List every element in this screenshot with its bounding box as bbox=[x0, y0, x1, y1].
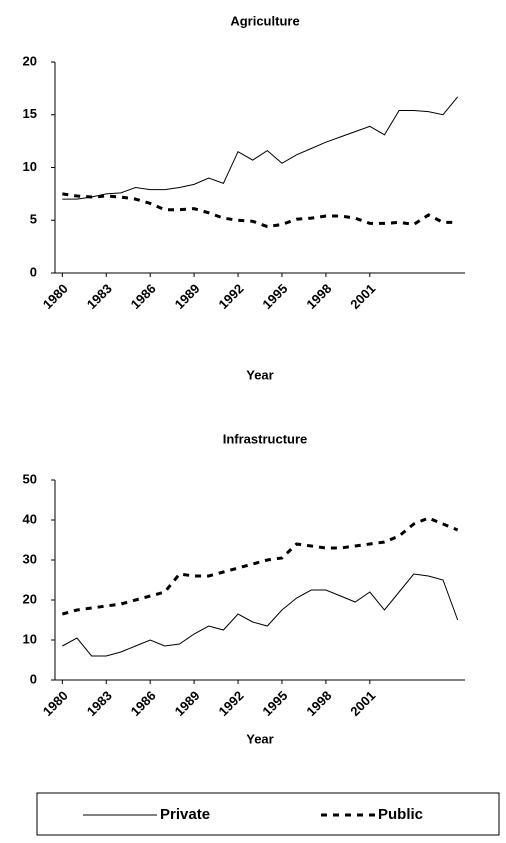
y-tick-label: 40 bbox=[23, 511, 37, 526]
y-tick-label: 0 bbox=[30, 264, 37, 279]
y-tick-label: 30 bbox=[23, 551, 37, 566]
legend-label: Public bbox=[378, 806, 423, 823]
y-tick-label: 5 bbox=[30, 212, 37, 227]
y-tick-label: 20 bbox=[23, 53, 37, 68]
x-axis-label: Year bbox=[246, 731, 273, 746]
y-tick-label: 15 bbox=[23, 106, 37, 121]
x-tick-label: 1986 bbox=[128, 281, 159, 312]
x-tick-label: 1992 bbox=[216, 688, 247, 719]
series-line bbox=[62, 192, 458, 229]
x-tick-label: 1995 bbox=[259, 688, 290, 719]
y-tick-label: 0 bbox=[30, 671, 37, 686]
series-line bbox=[61, 516, 459, 616]
y-tick-label: 50 bbox=[23, 471, 37, 486]
chart-title: Agriculture bbox=[230, 13, 299, 28]
series-line bbox=[62, 573, 459, 657]
x-tick-label: 1986 bbox=[128, 688, 159, 719]
x-tick-label: 1998 bbox=[303, 688, 334, 719]
x-tick-label: 1980 bbox=[40, 688, 71, 719]
series-line bbox=[62, 96, 459, 200]
y-tick-label: 20 bbox=[23, 591, 37, 606]
x-tick-label: 2001 bbox=[347, 688, 378, 719]
x-tick-label: 2001 bbox=[347, 281, 378, 312]
x-tick-label: 1980 bbox=[40, 281, 71, 312]
x-tick-label: 1989 bbox=[172, 281, 203, 312]
x-tick-label: 1998 bbox=[303, 281, 334, 312]
chart-title: Infrastructure bbox=[223, 431, 308, 446]
legend-box bbox=[36, 792, 500, 836]
legend-label: Private bbox=[160, 806, 210, 823]
x-tick-label: 1992 bbox=[216, 281, 247, 312]
x-tick-label: 1983 bbox=[84, 281, 115, 312]
y-tick-label: 10 bbox=[23, 631, 37, 646]
x-tick-label: 1983 bbox=[84, 688, 115, 719]
x-tick-label: 1995 bbox=[259, 281, 290, 312]
x-axis-label: Year bbox=[246, 367, 273, 382]
y-tick-label: 10 bbox=[23, 159, 37, 174]
x-tick-label: 1989 bbox=[172, 688, 203, 719]
